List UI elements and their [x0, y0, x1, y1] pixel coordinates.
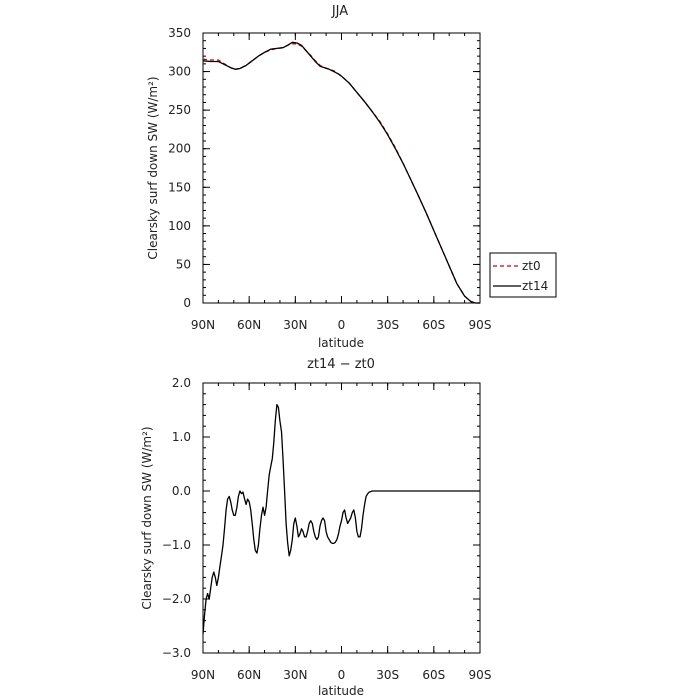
x-tick-label: 90N: [191, 318, 215, 332]
top-x-axis: 90N 60N 30N 0 30S 60S 90S: [191, 33, 492, 332]
y-tick-label: 0: [183, 296, 191, 310]
series-line-zt14: [202, 41, 480, 304]
bottom-series: [202, 403, 480, 635]
series-line-diff-0: [202, 403, 480, 635]
x-tick-label: 90S: [469, 668, 492, 682]
x-tick-label: 60N: [237, 668, 261, 682]
x-tick-label: 90S: [469, 318, 492, 332]
y-tick-label: 50: [176, 257, 191, 271]
legend-box: [489, 252, 557, 298]
bottom-y-axis: −3.0 −2.0 −1.0 0.0 1.0 2.0: [162, 376, 480, 660]
top-panel: JJA 90N 60N 30N 0 30S 60S 90S 0 50 100 150 200 250 3…: [146, 4, 557, 350]
x-tick-label: 90N: [191, 668, 215, 682]
top-title: JJA: [331, 4, 348, 19]
top-legend: zt0 zt14: [489, 252, 557, 298]
x-tick-label: 0: [338, 668, 346, 682]
y-tick-label: 2.0: [172, 376, 191, 390]
y-tick-label: 200: [168, 142, 191, 156]
bottom-title: zt14 − zt0: [307, 357, 375, 372]
top-y-axis-label: Clearsky surf down SW (W/m²): [146, 76, 160, 259]
x-tick-label: 30S: [376, 668, 399, 682]
y-tick-label: 0.0: [172, 484, 191, 498]
y-tick-label: −3.0: [162, 646, 191, 660]
bottom-x-axis-label: latitude: [318, 684, 364, 698]
top-plot-frame: [202, 32, 481, 304]
bottom-panel: zt14 − zt0 90N 60N 30N 0 30S 60S 90S −3.0−2.0−…: [140, 357, 491, 698]
bottom-y-axis-label: Clearsky surf down SW (W/m²): [140, 426, 154, 609]
bottom-x-axis: 90N 60N 30N 0 30S 60S 90S: [191, 383, 492, 682]
x-tick-label: 0: [338, 318, 346, 332]
legend-label-zt0: zt0: [522, 259, 541, 273]
y-tick-label: 1.0: [172, 430, 191, 444]
x-tick-label: 30N: [283, 318, 307, 332]
series-line-zt0: [202, 43, 480, 304]
y-tick-label: −2.0: [162, 592, 191, 606]
x-tick-label: 60S: [422, 318, 445, 332]
y-tick-label: 150: [168, 180, 191, 194]
top-y-axis: 0 50 100 150 200 250 300 350: [168, 26, 480, 310]
top-series: [202, 41, 480, 304]
y-tick-label: 350: [168, 26, 191, 40]
x-tick-label: 30S: [376, 318, 399, 332]
x-tick-label: 30N: [283, 668, 307, 682]
y-tick-label: 100: [168, 219, 191, 233]
y-tick-label: 300: [168, 65, 191, 79]
x-tick-label: 60S: [422, 668, 445, 682]
top-x-axis-label: latitude: [318, 336, 364, 350]
legend-label-zt14: zt14: [522, 279, 548, 293]
y-tick-label: 250: [168, 103, 191, 117]
y-tick-label: −1.0: [162, 538, 191, 552]
x-tick-label: 60N: [237, 318, 261, 332]
